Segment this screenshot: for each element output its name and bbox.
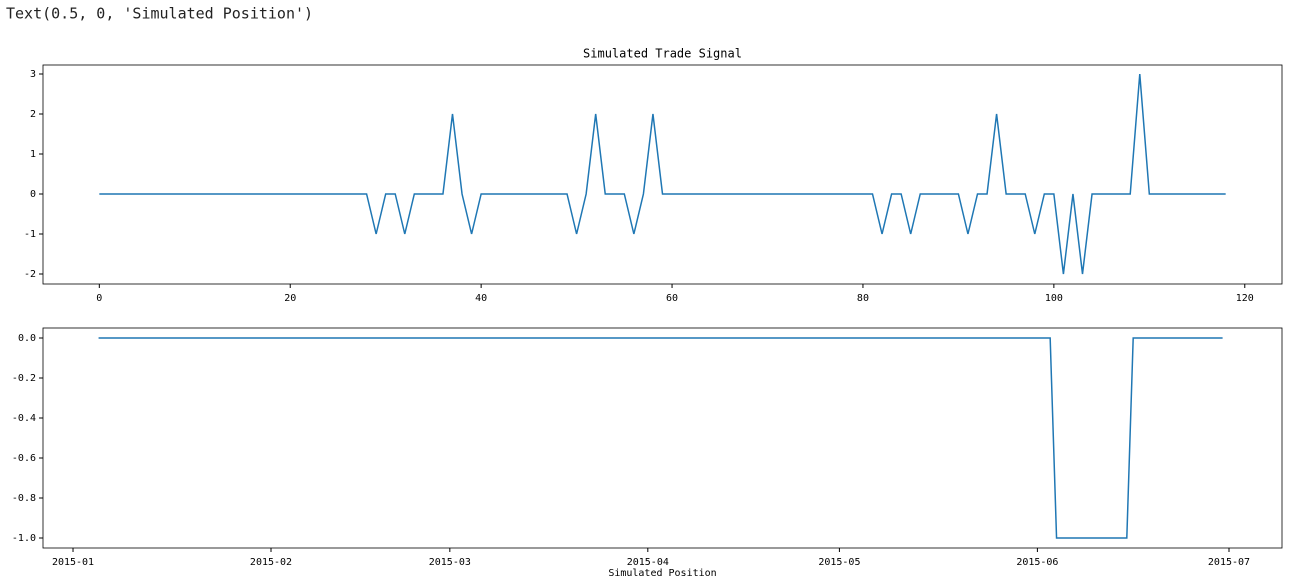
y-tick-label: 0.0 xyxy=(18,333,36,344)
x-tick-label: 20 xyxy=(284,293,296,304)
x-tick-label: 2015-03 xyxy=(429,557,471,568)
x-tick-label: 2015-01 xyxy=(52,557,94,568)
x-tick-label: 2015-05 xyxy=(818,557,860,568)
x-tick-label: 0 xyxy=(96,293,102,304)
x-tick-label: 100 xyxy=(1045,293,1063,304)
axes-frame xyxy=(42,64,1283,285)
y-tick-label: 1 xyxy=(30,149,36,160)
x-tick-label: 60 xyxy=(666,293,678,304)
y-tick-label: 0 xyxy=(30,189,36,200)
x-tick-label: 2015-04 xyxy=(627,557,669,568)
x-tick-label: 2015-02 xyxy=(250,557,292,568)
x-axis-label: Simulated Position xyxy=(608,568,716,579)
y-tick-label: 3 xyxy=(30,69,36,80)
x-tick-label: 40 xyxy=(475,293,487,304)
y-tick-label: -1.0 xyxy=(12,533,36,544)
x-tick-label: 120 xyxy=(1236,293,1254,304)
line xyxy=(99,73,1226,275)
y-tick-label: -0.6 xyxy=(12,453,36,464)
y-tick-label: -1 xyxy=(24,229,36,240)
x-tick-label: 2015-06 xyxy=(1016,557,1058,568)
line xyxy=(98,337,1223,539)
x-tick-label: 2015-07 xyxy=(1208,557,1250,568)
output-text: Text(0.5, 0, 'Simulated Position') xyxy=(6,5,313,23)
y-tick-label: -0.4 xyxy=(12,413,36,424)
axes-frame xyxy=(42,327,1283,549)
chart-title: Simulated Trade Signal xyxy=(583,47,742,61)
y-tick-label: 2 xyxy=(30,109,36,120)
x-tick-label: 80 xyxy=(857,293,869,304)
y-tick-label: -2 xyxy=(24,269,36,280)
y-tick-label: -0.2 xyxy=(12,373,36,384)
y-tick-label: -0.8 xyxy=(12,493,36,504)
